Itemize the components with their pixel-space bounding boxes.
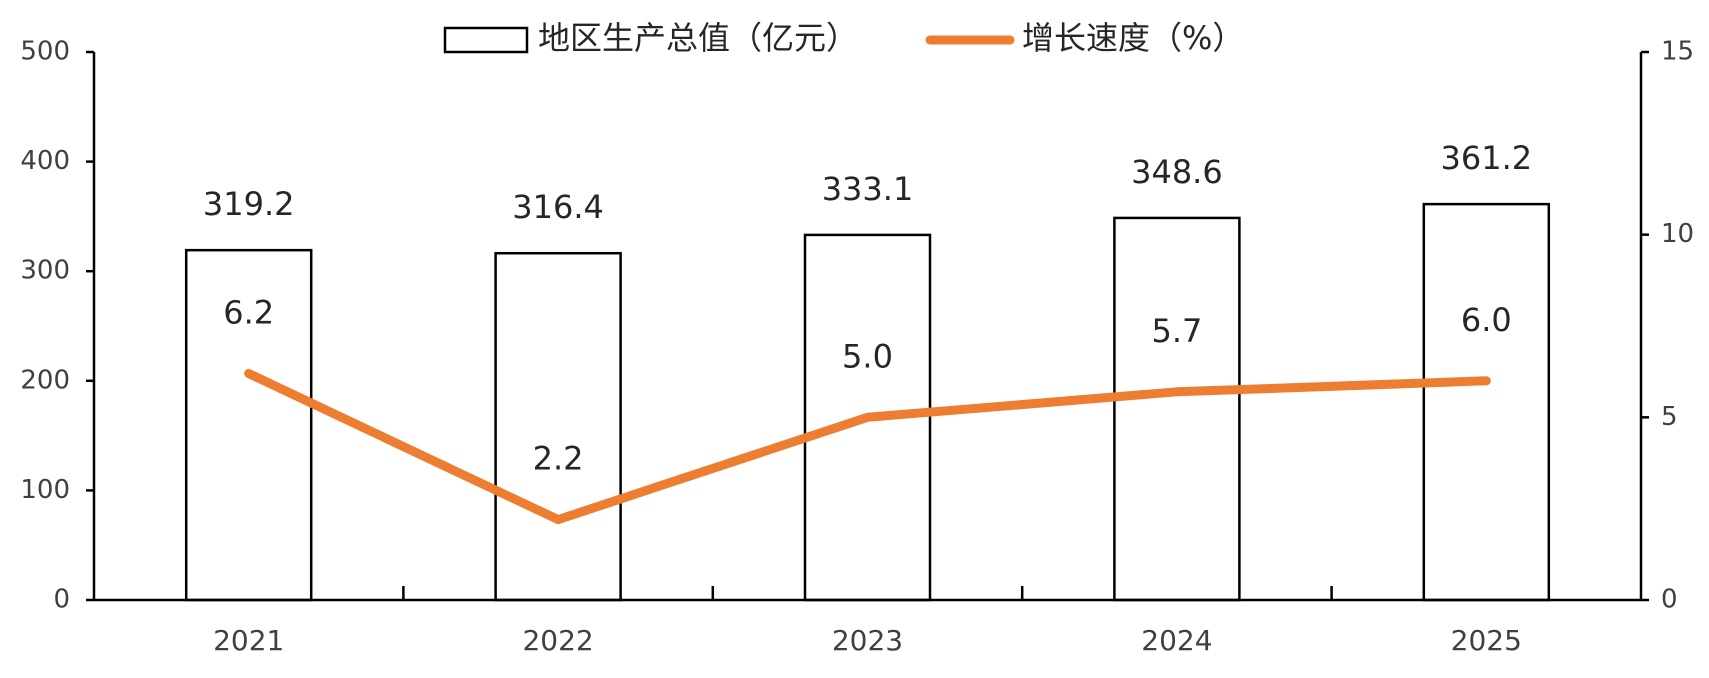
line-data-label: 6.0: [1461, 301, 1512, 339]
y-left-tick-label: 300: [20, 256, 70, 286]
x-tick-label: 2023: [832, 624, 903, 657]
bar-data-label: 319.2: [203, 185, 295, 223]
legend-line-label: 增长速度（%）: [1022, 19, 1244, 57]
growth-rate-line: [244, 369, 1491, 525]
bar: [184, 248, 313, 602]
y-right-tick-label: 15: [1661, 37, 1694, 67]
bar-data-label: 316.4: [512, 188, 604, 226]
y-right-tick-label: 10: [1661, 219, 1694, 249]
line-data-labels: 6.2 2.2 5.0 5.7 6.0: [223, 293, 1511, 477]
bar-data-labels: 319.2 316.4 333.1 348.6 361.2: [203, 139, 1532, 226]
x-tick-label: 2024: [1141, 624, 1212, 657]
y-right-tick-label: 5: [1661, 402, 1678, 432]
bar-data-label: 361.2: [1440, 139, 1532, 177]
line-data-label: 6.2: [223, 293, 274, 331]
legend-bar-label: 地区生产总值（亿元）: [538, 19, 858, 57]
bar: [494, 251, 622, 602]
y-left-tick-label: 400: [20, 146, 70, 176]
line-data-label: 2.2: [533, 440, 584, 478]
x-axis: 2021 2022 2023 2024 2025: [94, 586, 1641, 657]
x-tick-label: 2021: [213, 624, 284, 657]
y-axis-right: 0 5 10 15: [1639, 37, 1694, 615]
legend: 地区生产总值（亿元） 增长速度（%）: [443, 19, 1244, 57]
line-data-label: 5.7: [1151, 312, 1202, 350]
legend-bar-swatch: [443, 26, 529, 54]
bar-series: [184, 202, 1551, 602]
y-axis-left: 0 100 200 300 400 500: [20, 37, 96, 615]
y-left-tick-label: 500: [20, 37, 70, 67]
x-tick-label: 2025: [1451, 624, 1522, 657]
bar: [1422, 202, 1551, 602]
y-right-tick-label: 0: [1661, 585, 1678, 615]
bar: [1113, 216, 1241, 602]
line-series: [244, 369, 1491, 525]
x-tick-label: 2022: [522, 624, 593, 657]
line-data-label: 5.0: [842, 337, 893, 375]
y-left-tick-label: 100: [20, 475, 70, 505]
bar-data-label: 333.1: [822, 170, 914, 208]
y-left-tick-label: 0: [53, 585, 70, 615]
y-left-tick-label: 200: [20, 365, 70, 395]
bar-data-label: 348.6: [1131, 153, 1223, 191]
